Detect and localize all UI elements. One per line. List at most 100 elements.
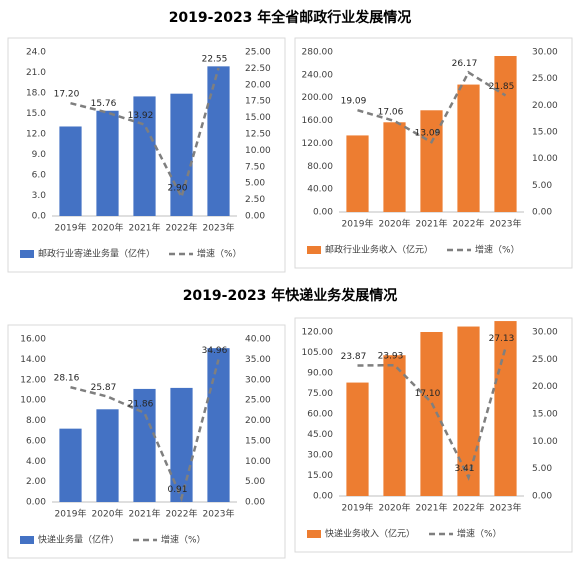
x-tick-label: 2021年 xyxy=(129,222,161,234)
y2-tick-label: 10.00 xyxy=(532,154,558,164)
data-label: 22.55 xyxy=(202,55,228,65)
x-tick-label: 2021年 xyxy=(129,508,161,520)
bar xyxy=(170,387,193,502)
y2-tick-label: 5.00 xyxy=(532,181,552,191)
bar xyxy=(133,388,156,502)
legend-label: 增速（%） xyxy=(161,534,206,546)
y-tick-label: 4.00 xyxy=(26,457,46,467)
data-label: 15.76 xyxy=(91,99,117,109)
y2-tick-label: 30.00 xyxy=(245,375,271,385)
data-label: 17.10 xyxy=(415,389,441,399)
y-tick-label: 2.00 xyxy=(26,477,46,487)
legend-label: 增速（%） xyxy=(457,528,502,540)
legend-label: 邮政行业寄递业务量（亿件） xyxy=(38,248,155,260)
bar xyxy=(346,382,369,496)
bar xyxy=(96,409,119,502)
data-label: 13.09 xyxy=(415,129,441,139)
y-tick-label: 12.00 xyxy=(20,375,46,385)
y2-tick-label: 7.50 xyxy=(245,162,265,172)
y2-tick-label: 35.00 xyxy=(245,355,271,365)
y-tick-label: 16.00 xyxy=(20,335,46,345)
y-tick-label: 30.00 xyxy=(307,451,333,461)
bar xyxy=(420,332,443,496)
bar xyxy=(457,84,480,212)
x-tick-label: 2019年 xyxy=(55,508,87,520)
y2-tick-label: 20.00 xyxy=(245,80,271,90)
data-label: 13.92 xyxy=(128,111,154,121)
y-tick-label: 0.00 xyxy=(26,498,46,508)
bar xyxy=(59,126,82,216)
data-label: 23.87 xyxy=(341,352,367,362)
bar xyxy=(207,348,230,502)
y2-tick-label: 15.00 xyxy=(245,113,271,123)
growth-line xyxy=(70,67,220,201)
y-tick-label: 80.00 xyxy=(307,162,333,172)
y-tick-label: 21.0 xyxy=(26,68,46,78)
y-tick-label: 15.00 xyxy=(307,471,333,481)
data-label: 17.20 xyxy=(54,90,80,100)
x-tick-label: 2021年 xyxy=(416,218,448,230)
y-tick-label: 14.00 xyxy=(20,355,46,365)
bar xyxy=(96,110,119,216)
bar xyxy=(59,428,82,502)
x-tick-label: 2023年 xyxy=(490,502,522,514)
y2-tick-label: 30.00 xyxy=(532,328,558,338)
x-tick-label: 2019年 xyxy=(342,218,374,230)
data-label: 19.09 xyxy=(341,97,367,107)
x-tick-label: 2020年 xyxy=(379,218,411,230)
y2-tick-label: 15.00 xyxy=(532,128,558,138)
y-tick-label: 15.0 xyxy=(26,109,46,119)
legend-swatch xyxy=(20,250,34,258)
section-title: 2019-2023 年快递业务发展情况 xyxy=(183,287,398,304)
legend-label: 快递业务收入（亿元） xyxy=(325,528,415,540)
y2-tick-label: 22.50 xyxy=(245,64,271,74)
y-tick-label: 75.00 xyxy=(307,389,333,399)
y-tick-label: 24.0 xyxy=(26,48,46,58)
y-tick-label: 8.00 xyxy=(26,416,46,426)
bar xyxy=(457,326,480,496)
x-tick-label: 2022年 xyxy=(166,508,198,520)
y2-tick-label: 5.00 xyxy=(245,477,265,487)
y2-tick-label: 15.00 xyxy=(245,436,271,446)
x-tick-label: 2019年 xyxy=(55,222,87,234)
y2-tick-label: 10.00 xyxy=(532,437,558,447)
y2-tick-label: 25.00 xyxy=(245,396,271,406)
x-tick-label: 2019年 xyxy=(342,502,374,514)
y-tick-label: 6.0 xyxy=(32,171,47,181)
bar xyxy=(494,321,517,496)
x-tick-label: 2022年 xyxy=(166,222,198,234)
y-tick-label: 60.00 xyxy=(307,410,333,420)
bar xyxy=(383,122,406,212)
data-label: 2.90 xyxy=(167,183,187,193)
y2-tick-label: 0.00 xyxy=(245,212,265,222)
chart-frame xyxy=(294,37,573,269)
data-label: 21.86 xyxy=(128,399,154,409)
x-tick-label: 2022年 xyxy=(453,218,485,230)
data-label: 34.96 xyxy=(202,346,228,356)
y2-tick-label: 20.00 xyxy=(532,101,558,111)
y2-tick-label: 20.00 xyxy=(245,416,271,426)
y-tick-label: 12.0 xyxy=(26,130,46,140)
data-label: 26.17 xyxy=(452,59,478,69)
y2-tick-label: 25.00 xyxy=(532,355,558,365)
y-tick-label: 280.00 xyxy=(302,48,334,58)
x-tick-label: 2023年 xyxy=(490,218,522,230)
y2-tick-label: 10.00 xyxy=(245,146,271,156)
y-tick-label: 160.00 xyxy=(302,116,334,126)
y-tick-label: 240.00 xyxy=(302,70,334,80)
chart-frame xyxy=(7,37,286,273)
growth-line xyxy=(357,70,507,144)
y2-tick-label: 2.50 xyxy=(245,195,265,205)
y2-tick-label: 0.00 xyxy=(245,498,265,508)
growth-line xyxy=(70,359,220,503)
data-label: 25.87 xyxy=(91,383,117,393)
y-tick-label: 105.00 xyxy=(302,348,334,358)
y2-tick-label: 10.00 xyxy=(245,457,271,467)
y2-tick-label: 17.50 xyxy=(245,97,271,107)
data-label: 23.93 xyxy=(378,352,404,362)
y2-tick-label: 15.00 xyxy=(532,410,558,420)
bar xyxy=(494,56,517,212)
y2-tick-label: 0.00 xyxy=(532,208,552,218)
y2-tick-label: 30.00 xyxy=(532,48,558,58)
